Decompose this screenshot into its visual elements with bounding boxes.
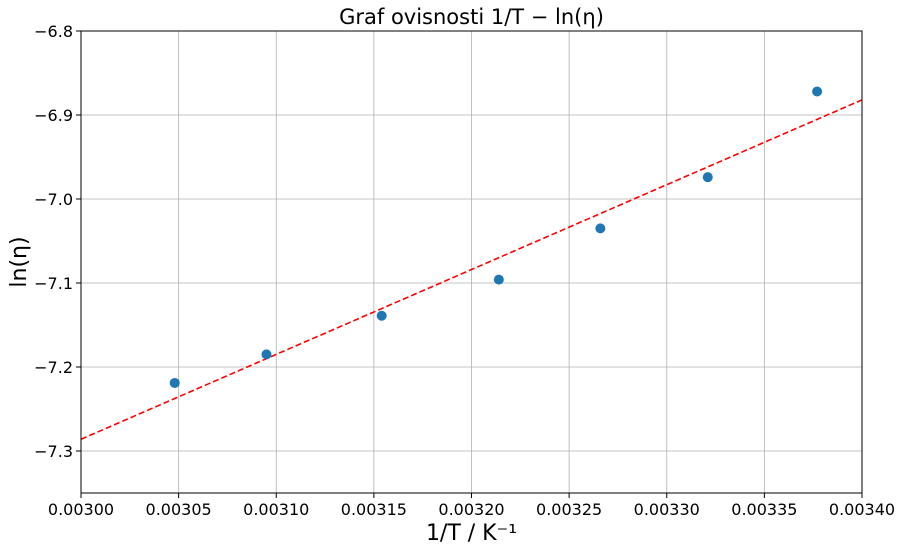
plot-frame xyxy=(80,30,863,494)
data-points xyxy=(169,86,823,388)
x-tick-label: 0.00320 xyxy=(438,500,504,519)
grid xyxy=(80,30,863,493)
fit-line xyxy=(80,99,863,440)
data-point xyxy=(702,172,713,183)
y-tick-label: −7.2 xyxy=(34,358,73,377)
x-tick-label: 0.00325 xyxy=(536,500,602,519)
y-tick-label: −6.8 xyxy=(34,22,73,41)
data-point xyxy=(493,274,504,285)
x-axis-label: 1/T / K⁻¹ xyxy=(426,521,517,546)
y-tick-label: −7.0 xyxy=(34,190,73,209)
x-tick-label: 0.00335 xyxy=(731,500,797,519)
data-point xyxy=(376,310,387,321)
y-tick-label: −7.3 xyxy=(34,442,73,461)
x-tick-label: 0.00310 xyxy=(243,500,309,519)
data-point xyxy=(261,349,272,360)
y-tick-label: −7.1 xyxy=(34,274,73,293)
chart-title: Graf ovisnosti 1/T − ln(η) xyxy=(339,5,604,29)
x-tick-label: 0.00300 xyxy=(48,500,114,519)
x-axis-ticks: 0.00300 0.00305 0.00310 0.00315 0.00320 0.003… xyxy=(48,493,895,519)
y-axis-ticks: −6.8 −6.9 −7.0 −7.1 −7.2 −7.3 xyxy=(34,22,81,461)
fit-line-group xyxy=(80,99,863,440)
x-tick-label: 0.00340 xyxy=(829,500,895,519)
x-tick-label: 0.00315 xyxy=(341,500,407,519)
data-point xyxy=(169,377,180,388)
y-tick-label: −6.9 xyxy=(34,106,73,125)
x-tick-label: 0.00330 xyxy=(634,500,700,519)
x-tick-label: 0.00305 xyxy=(146,500,212,519)
y-axis-label: ln(η) xyxy=(7,236,32,287)
data-point xyxy=(812,86,823,97)
data-point xyxy=(595,223,606,234)
